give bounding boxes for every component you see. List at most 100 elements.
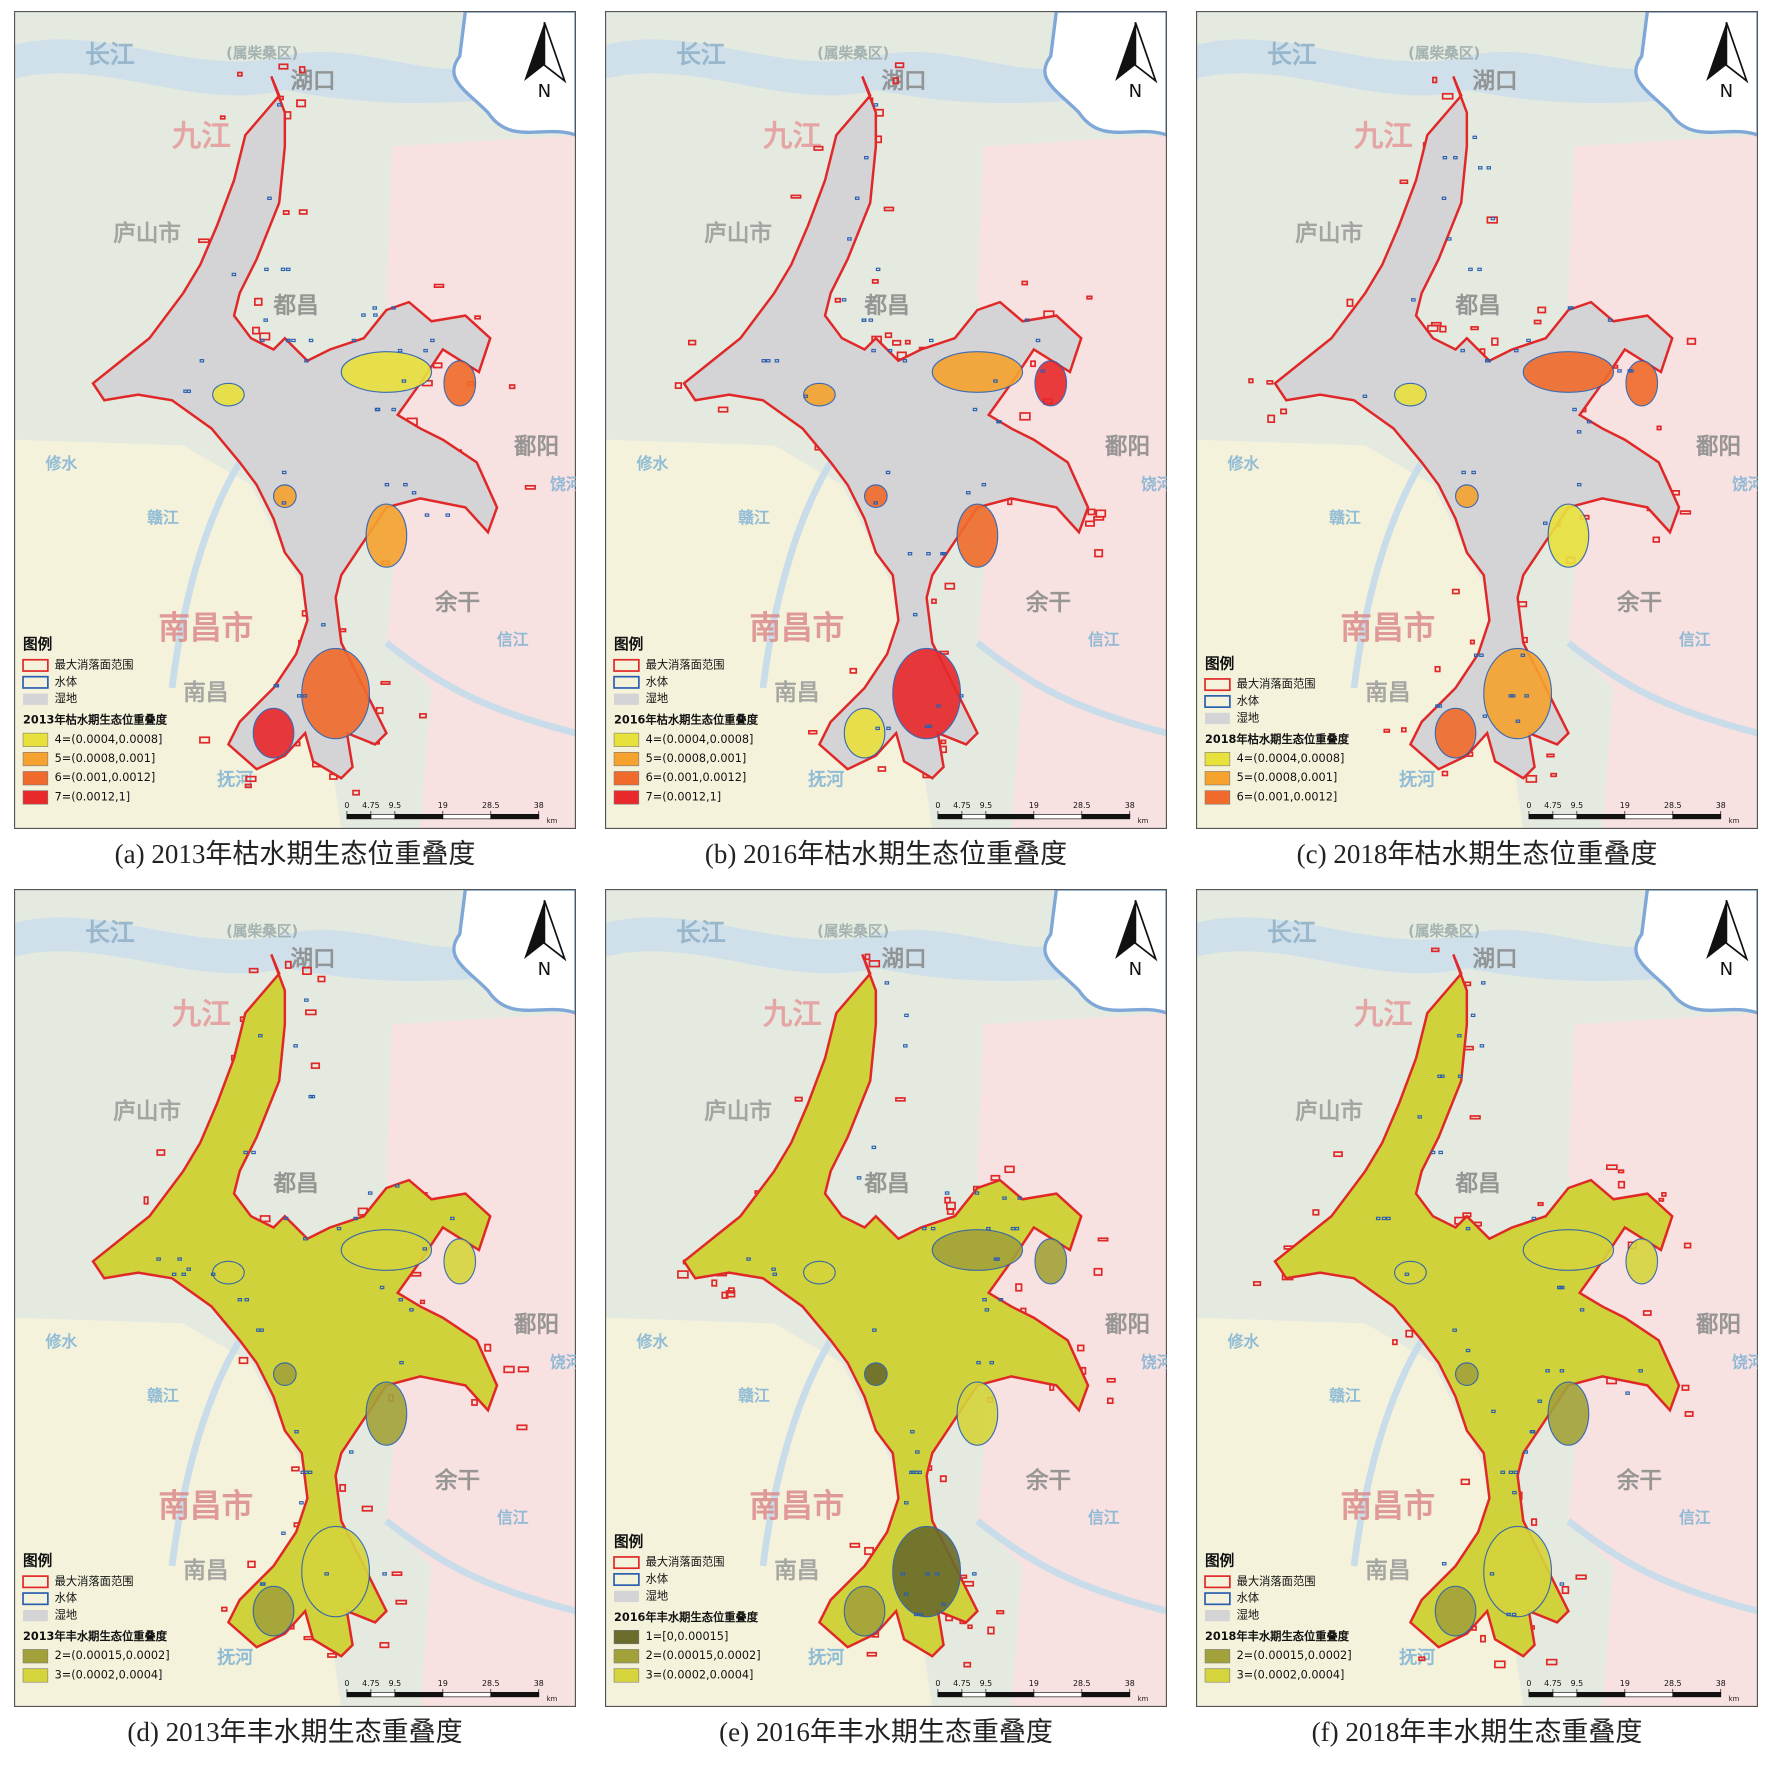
legend-swatch xyxy=(22,790,49,805)
fragment xyxy=(310,1062,321,1069)
fragment xyxy=(808,729,818,735)
fragment xyxy=(894,62,905,69)
scale-segment xyxy=(1624,813,1674,820)
fragment xyxy=(834,297,842,303)
place-label: 长江 xyxy=(676,918,726,947)
scale-label: 38 xyxy=(534,801,544,810)
overlap-patch xyxy=(892,647,962,740)
water-body xyxy=(872,1328,877,1332)
scale-segment xyxy=(985,1691,1035,1698)
water-body xyxy=(261,1582,266,1586)
water-body xyxy=(231,272,237,277)
water-body xyxy=(934,1572,940,1576)
water-body xyxy=(1452,1328,1457,1332)
fragment xyxy=(725,1290,736,1298)
fragment xyxy=(1392,1339,1398,1346)
water-body xyxy=(210,1272,216,1276)
scale-unit: km xyxy=(1138,817,1149,825)
legend-swatch xyxy=(22,1668,49,1683)
compass-label: N xyxy=(1720,959,1734,980)
fragment xyxy=(883,206,895,212)
scale-segment xyxy=(346,1691,372,1698)
overlap-patch xyxy=(843,707,886,759)
scale-segment xyxy=(937,813,963,820)
fragment xyxy=(711,1279,718,1287)
fragment xyxy=(1575,1574,1587,1580)
place-label: 余干 xyxy=(1025,1467,1071,1494)
legend-swatch xyxy=(613,1573,640,1586)
fragment xyxy=(1684,1411,1694,1417)
water-body xyxy=(423,348,428,353)
scale-segment xyxy=(490,813,540,820)
place-label: 赣江 xyxy=(147,508,179,527)
water-body xyxy=(1489,1572,1495,1576)
water-body xyxy=(1010,1226,1016,1231)
fragment xyxy=(1679,510,1692,515)
fragment xyxy=(524,484,536,490)
fragment xyxy=(156,1149,166,1156)
water-body xyxy=(281,1531,286,1535)
fragment xyxy=(1470,326,1479,331)
water-body xyxy=(403,482,408,487)
overlap-patch xyxy=(803,1260,836,1285)
overlap-patch xyxy=(1434,707,1477,759)
water-body xyxy=(1411,298,1416,302)
yangtze-river xyxy=(605,39,1167,104)
place-label: 庐山市 xyxy=(113,220,181,247)
legend-label: 最大消落面范围 xyxy=(646,1555,725,1569)
place-label: 信江 xyxy=(1679,630,1711,649)
water-body xyxy=(1437,704,1443,708)
fragment xyxy=(721,1291,729,1299)
water-body xyxy=(884,981,890,985)
scale-segment xyxy=(961,1691,987,1698)
legend-swatch xyxy=(22,675,49,689)
river xyxy=(168,460,576,737)
scale-label: 9.5 xyxy=(1571,1679,1584,1688)
fragment xyxy=(1617,1180,1626,1189)
scale-label: 4.75 xyxy=(362,1679,380,1688)
place-label: 修水 xyxy=(1227,454,1260,473)
fragment xyxy=(1021,280,1029,286)
legend-swatch xyxy=(22,732,49,747)
legend-subtitle: 2013年丰水期生态位重叠度 xyxy=(23,1629,168,1643)
fragment xyxy=(1267,414,1276,423)
place-label: 饶河 xyxy=(1732,1352,1764,1371)
water-body xyxy=(774,359,780,363)
legend-label: 4=(0.0004,0.0008] xyxy=(646,733,754,746)
place-label: 庐山市 xyxy=(1295,220,1363,247)
fragment xyxy=(1656,425,1662,431)
fragment xyxy=(375,706,384,715)
water-body xyxy=(1638,1369,1643,1373)
fragment xyxy=(1431,947,1440,953)
fragment xyxy=(1106,1397,1114,1405)
legend-swatch xyxy=(1204,771,1231,786)
water-body xyxy=(861,318,867,322)
water-body xyxy=(304,998,309,1002)
place-label: 长江 xyxy=(85,40,135,69)
water-body xyxy=(348,1450,354,1454)
map-frame xyxy=(605,889,1167,1707)
legend-label: 湿地 xyxy=(646,1589,669,1602)
water-body xyxy=(1438,1150,1443,1155)
fragment xyxy=(1086,295,1093,300)
fragment xyxy=(484,1343,492,1352)
place-label: 九江 xyxy=(763,997,822,1031)
place-label: 南昌市 xyxy=(158,609,253,646)
river xyxy=(1350,1338,1758,1615)
place-label: 抚河 xyxy=(1399,1647,1435,1668)
legend-swatch xyxy=(1205,1609,1230,1622)
water-body xyxy=(941,1602,946,1607)
overlap-patch xyxy=(931,351,1024,393)
water-body xyxy=(885,470,891,475)
legend-swatch xyxy=(22,1575,49,1589)
compass-arrow xyxy=(543,900,567,962)
place-label: 赣江 xyxy=(738,508,770,527)
legend-subtitle: 2016年丰水期生态位重叠度 xyxy=(614,1610,759,1624)
caption: (d) 2013年丰水期生态重叠度 xyxy=(127,1717,462,1747)
fragment xyxy=(143,1196,149,1205)
water-body xyxy=(875,726,880,731)
fragment xyxy=(877,766,887,772)
